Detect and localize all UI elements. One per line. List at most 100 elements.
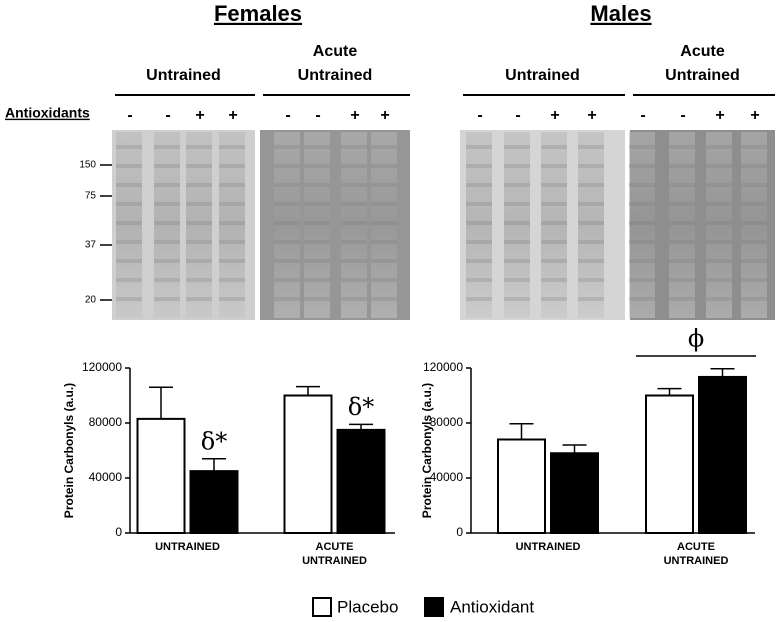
lane-sign: - — [515, 107, 520, 124]
blot-band — [466, 240, 492, 244]
bar — [136, 417, 186, 534]
blot-band — [541, 164, 567, 168]
group-label: Acute Untrained — [297, 43, 373, 84]
y-tick-label: 80000 — [430, 415, 464, 429]
blot-lane — [541, 132, 567, 318]
blot-band — [304, 297, 330, 301]
blot-band — [371, 183, 397, 187]
blot-band — [669, 221, 695, 225]
annotation: δ* — [201, 427, 227, 455]
blot-band — [504, 202, 530, 206]
blot-band — [154, 278, 180, 282]
lane-sign: + — [228, 107, 237, 124]
blot-band — [274, 221, 300, 225]
blot-lane — [371, 132, 397, 318]
blot-band — [341, 240, 367, 244]
lane-sign: + — [715, 107, 724, 124]
blot-band — [304, 164, 330, 168]
blot-lane — [741, 132, 767, 318]
x-tick-label: UNTRAINED — [515, 541, 581, 553]
bar — [336, 428, 386, 534]
y-axis-label: Protein Carbonyls (a.u.) — [420, 383, 434, 518]
blot-band — [341, 202, 367, 206]
blot-band — [466, 202, 492, 206]
legend-label: Placebo — [337, 597, 398, 616]
blot-band — [274, 145, 300, 149]
blot-band — [669, 145, 695, 149]
blot-band — [541, 221, 567, 225]
blot-band — [706, 240, 732, 244]
blot-band — [219, 221, 245, 225]
blot-band — [154, 202, 180, 206]
blot-band — [504, 164, 530, 168]
lane-sign: + — [550, 107, 559, 124]
blot-band — [341, 259, 367, 263]
blot-lane — [341, 132, 367, 318]
blot-lane — [706, 132, 732, 318]
legend-label: Antioxidant — [450, 597, 534, 616]
mw-marker: 37 — [85, 240, 97, 251]
blot-band — [186, 145, 212, 149]
bar — [497, 438, 546, 534]
blot-band — [741, 297, 767, 301]
blot-band — [274, 297, 300, 301]
blot-band — [341, 164, 367, 168]
lane-sign: - — [285, 107, 290, 124]
blot-band — [541, 259, 567, 263]
blot-lane — [274, 132, 300, 318]
blot-lane — [669, 132, 695, 318]
blot-band — [578, 221, 604, 225]
legend-swatch — [424, 597, 444, 617]
blot-band — [304, 221, 330, 225]
blot-band — [274, 202, 300, 206]
blot-band — [186, 259, 212, 263]
blot-band — [578, 278, 604, 282]
blot-band — [116, 202, 142, 206]
blot-band — [304, 145, 330, 149]
blot-band — [186, 183, 212, 187]
blot-band — [186, 221, 212, 225]
blot-band — [578, 297, 604, 301]
blot-band — [741, 145, 767, 149]
blot-band — [341, 183, 367, 187]
blot-band — [741, 221, 767, 225]
y-tick-label: 80000 — [89, 415, 123, 429]
blot-lane — [504, 132, 530, 318]
legend-swatch — [312, 597, 332, 617]
blot-band — [706, 145, 732, 149]
blot-band — [341, 221, 367, 225]
group-label: Untrained — [505, 67, 580, 84]
blot-band — [466, 297, 492, 301]
y-axis-label: Protein Carbonyls (a.u.) — [62, 383, 76, 518]
bar — [645, 394, 694, 534]
blot-band — [629, 145, 655, 149]
blot-band — [578, 183, 604, 187]
blot-lane — [304, 132, 330, 318]
y-tick-label: 40000 — [89, 470, 123, 484]
blot-band — [629, 164, 655, 168]
blot-band — [504, 297, 530, 301]
blot-band — [504, 240, 530, 244]
blot-band — [466, 278, 492, 282]
annotation: ϕ — [688, 325, 704, 353]
blot-band — [371, 278, 397, 282]
bar — [550, 452, 599, 534]
blot-band — [504, 259, 530, 263]
lane-sign: - — [127, 107, 132, 124]
lane-sign: - — [640, 107, 645, 124]
blot-band — [341, 145, 367, 149]
blot-band — [154, 164, 180, 168]
blot-band — [154, 297, 180, 301]
blot-band — [116, 221, 142, 225]
blot-band — [186, 240, 212, 244]
blot-band — [371, 259, 397, 263]
lane-sign: - — [680, 107, 685, 124]
y-tick-label: 40000 — [430, 470, 464, 484]
blot-band — [578, 202, 604, 206]
y-tick-label: 0 — [115, 525, 122, 539]
blot-band — [504, 221, 530, 225]
blot-band — [706, 221, 732, 225]
blot-band — [741, 259, 767, 263]
